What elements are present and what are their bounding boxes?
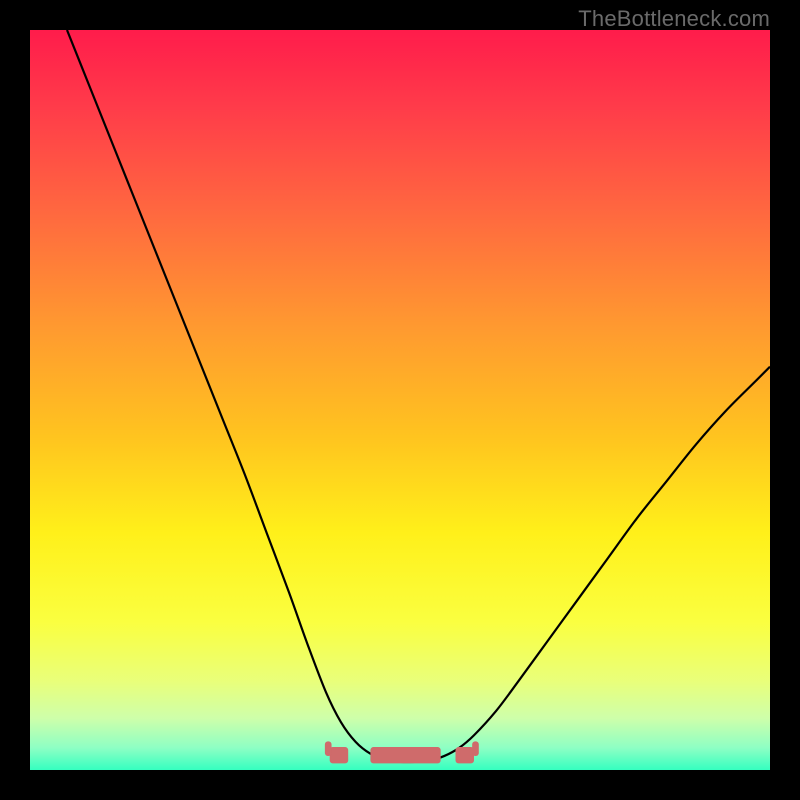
watermark-text: TheBottleneck.com: [578, 6, 770, 32]
bottom-marker-segment: [456, 747, 475, 763]
bottom-marker-group: [325, 741, 479, 763]
bottom-marker-segment: [330, 747, 349, 763]
curve-layer: [30, 30, 770, 770]
bottom-marker-segment: [370, 747, 440, 763]
bottleneck-curve: [67, 30, 770, 762]
bottom-marker-cap: [325, 741, 332, 756]
plot-area: [30, 30, 770, 770]
bottom-marker-cap: [472, 741, 479, 756]
chart-stage: TheBottleneck.com: [0, 0, 800, 800]
